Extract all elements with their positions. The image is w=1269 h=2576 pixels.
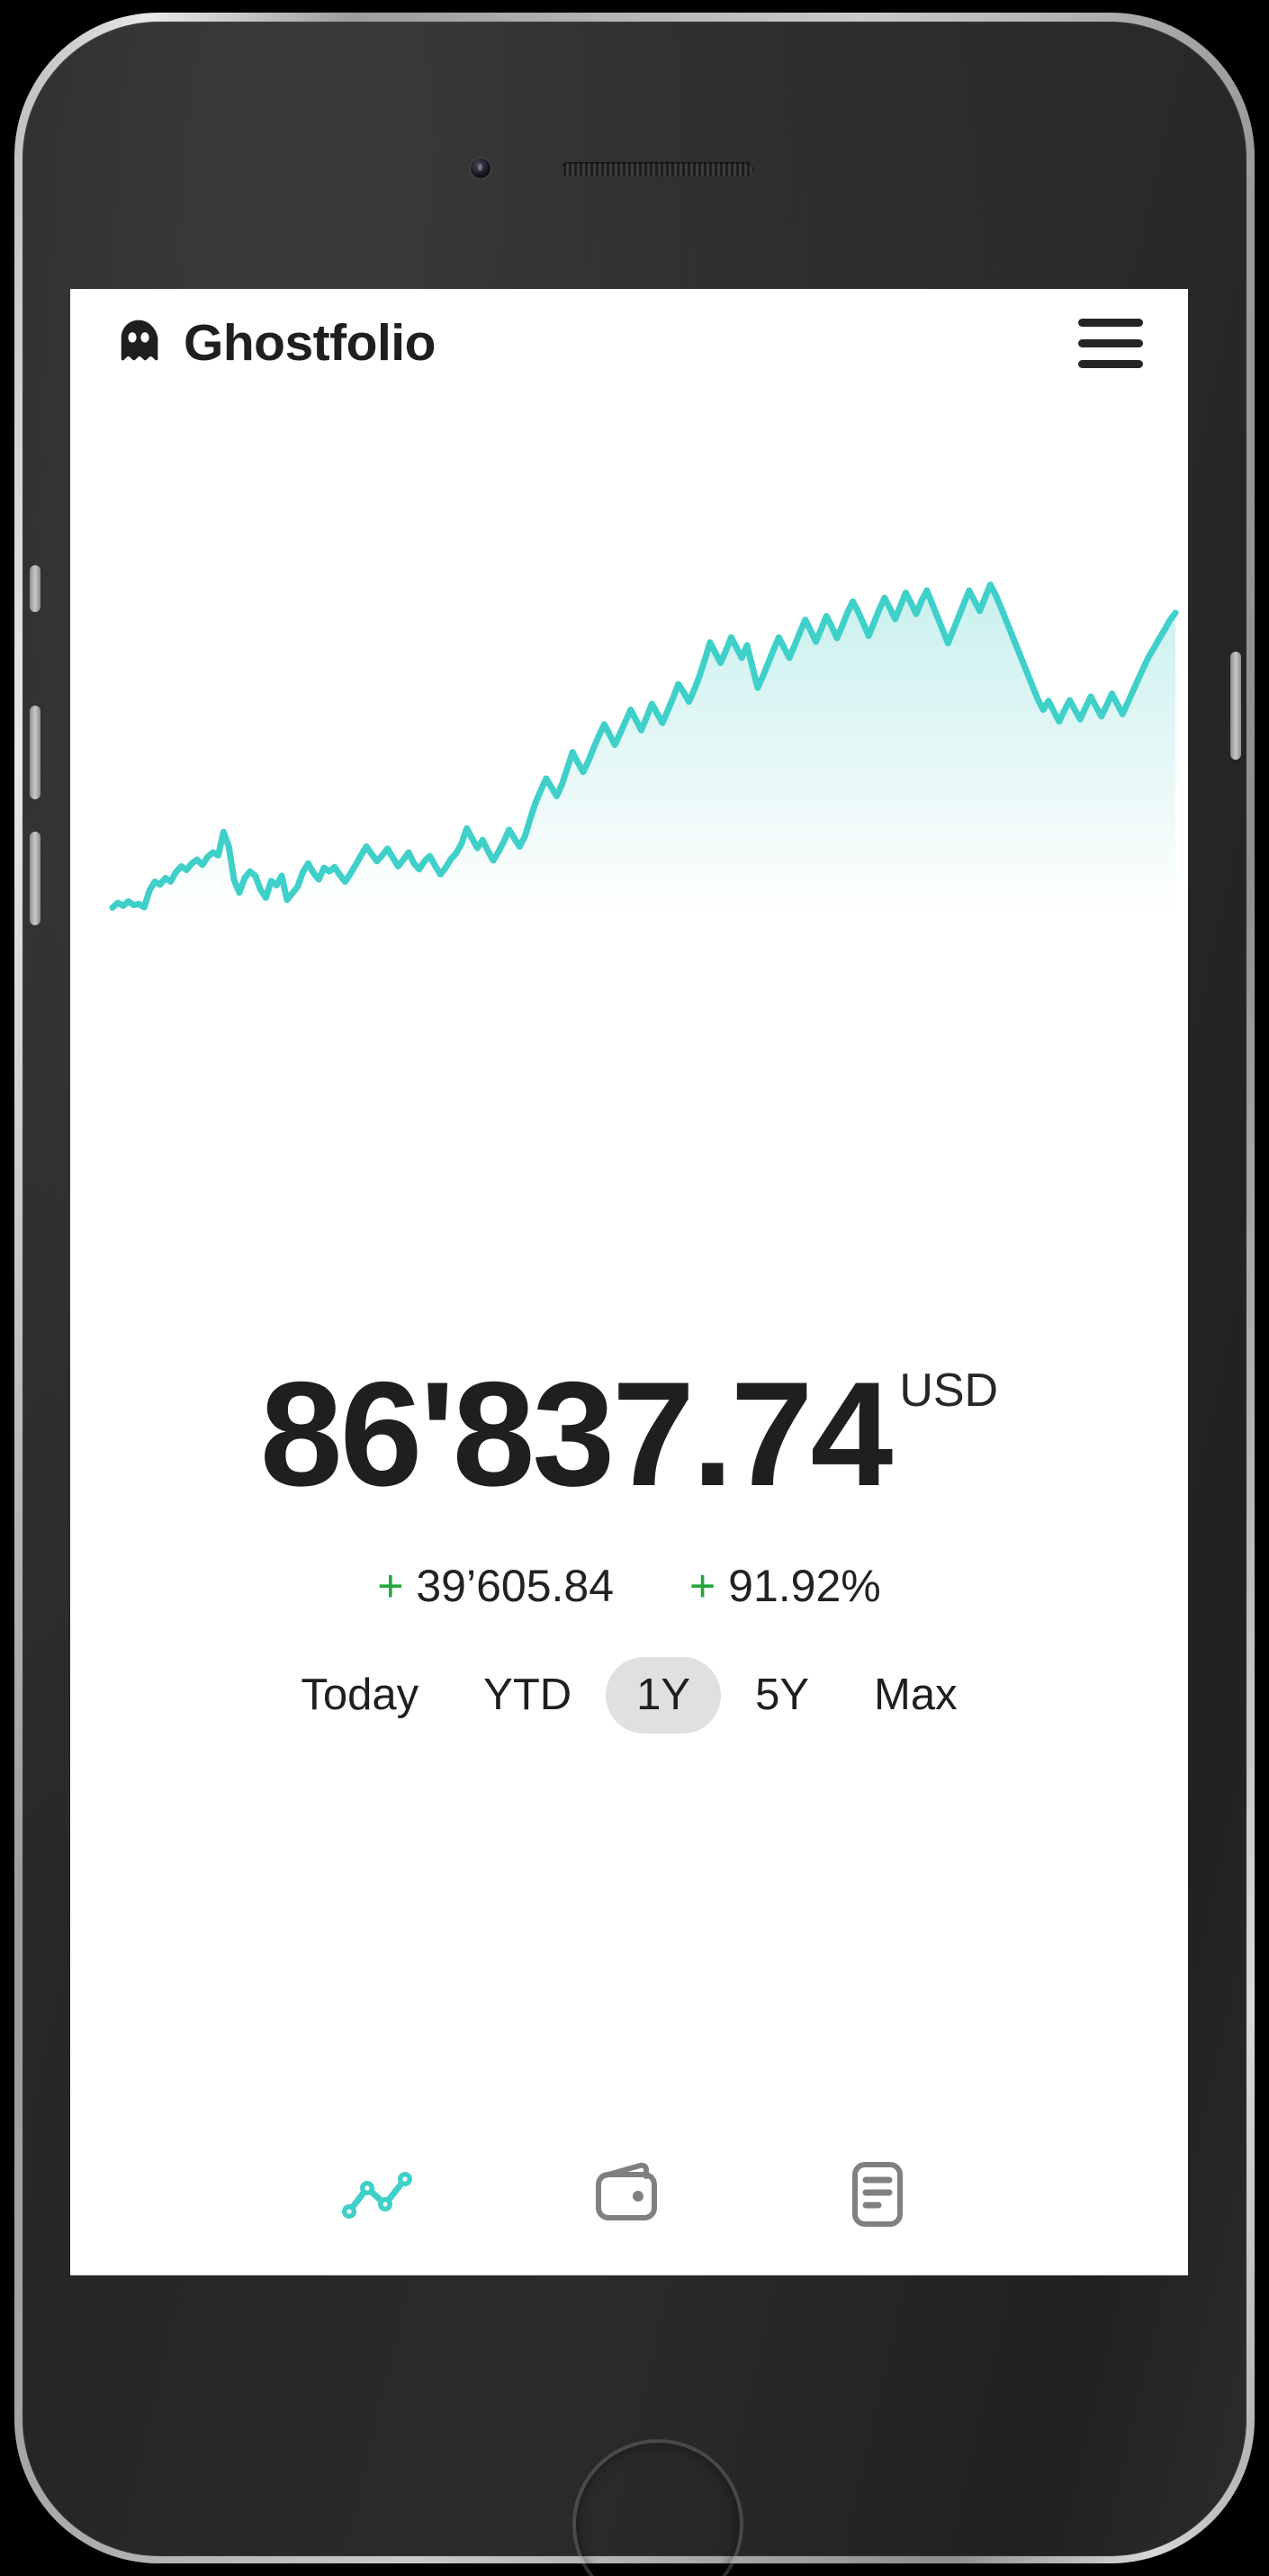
ghost-icon	[113, 318, 164, 368]
silence-switch[interactable]	[30, 565, 40, 612]
nav-item-overview[interactable]	[338, 2151, 424, 2238]
wallet-icon	[593, 2162, 665, 2227]
range-tab-5y[interactable]: 5Y	[755, 1671, 810, 1719]
hamburger-line-3	[1078, 359, 1143, 368]
document-icon	[850, 2160, 905, 2229]
volume-down-button[interactable]	[30, 832, 40, 925]
portfolio-currency: USD	[899, 1365, 999, 1417]
power-button[interactable]	[1230, 652, 1241, 760]
volume-up-button[interactable]	[30, 706, 40, 799]
hamburger-line-2	[1078, 338, 1143, 347]
percent-change-value: 91.92%	[728, 1561, 881, 1611]
range-tab-1y[interactable]: 1Y	[606, 1657, 722, 1734]
brand-name: Ghostfolio	[184, 313, 436, 372]
percent-change: + 91.92%	[689, 1560, 881, 1612]
bottom-navigation	[70, 2113, 1188, 2275]
nav-item-portfolio[interactable]	[586, 2151, 672, 2238]
hamburger-line-1	[1078, 318, 1143, 327]
camera-lens-highlight	[478, 164, 482, 171]
absolute-change: + 39’605.84	[377, 1560, 614, 1612]
performance-chart-svg	[109, 581, 1179, 919]
earpiece-speaker	[561, 162, 753, 176]
percent-change-sign: +	[689, 1561, 716, 1611]
chart-area-fill	[112, 584, 1175, 919]
absolute-change-sign: +	[377, 1561, 404, 1611]
range-tab-ytd[interactable]: YTD	[483, 1671, 572, 1719]
front-camera	[471, 158, 490, 178]
line-chart-icon	[342, 2166, 419, 2222]
absolute-change-value: 39’605.84	[416, 1561, 615, 1611]
portfolio-change-row: + 39’605.84 + 91.92%	[70, 1560, 1188, 1612]
portfolio-value: 86'837.74	[259, 1351, 893, 1517]
range-tab-max[interactable]: Max	[874, 1671, 958, 1719]
date-range-tabs[interactable]: Today YTD 1Y 5Y Max	[70, 1657, 1188, 1734]
nav-item-transactions[interactable]	[834, 2151, 921, 2238]
home-button[interactable]	[572, 2439, 743, 2576]
range-tab-today[interactable]: Today	[301, 1671, 419, 1719]
app-header: Ghostfolio	[70, 289, 1188, 397]
brand-logo[interactable]: Ghostfolio	[113, 313, 436, 372]
phone-screen: Ghostfolio 86'8	[70, 289, 1188, 2275]
portfolio-performance-chart[interactable]	[70, 559, 1188, 919]
chart-line	[109, 581, 1179, 911]
hamburger-menu-icon[interactable]	[1078, 316, 1143, 370]
portfolio-value-block: 86'837.74 USD	[70, 1360, 1188, 1509]
